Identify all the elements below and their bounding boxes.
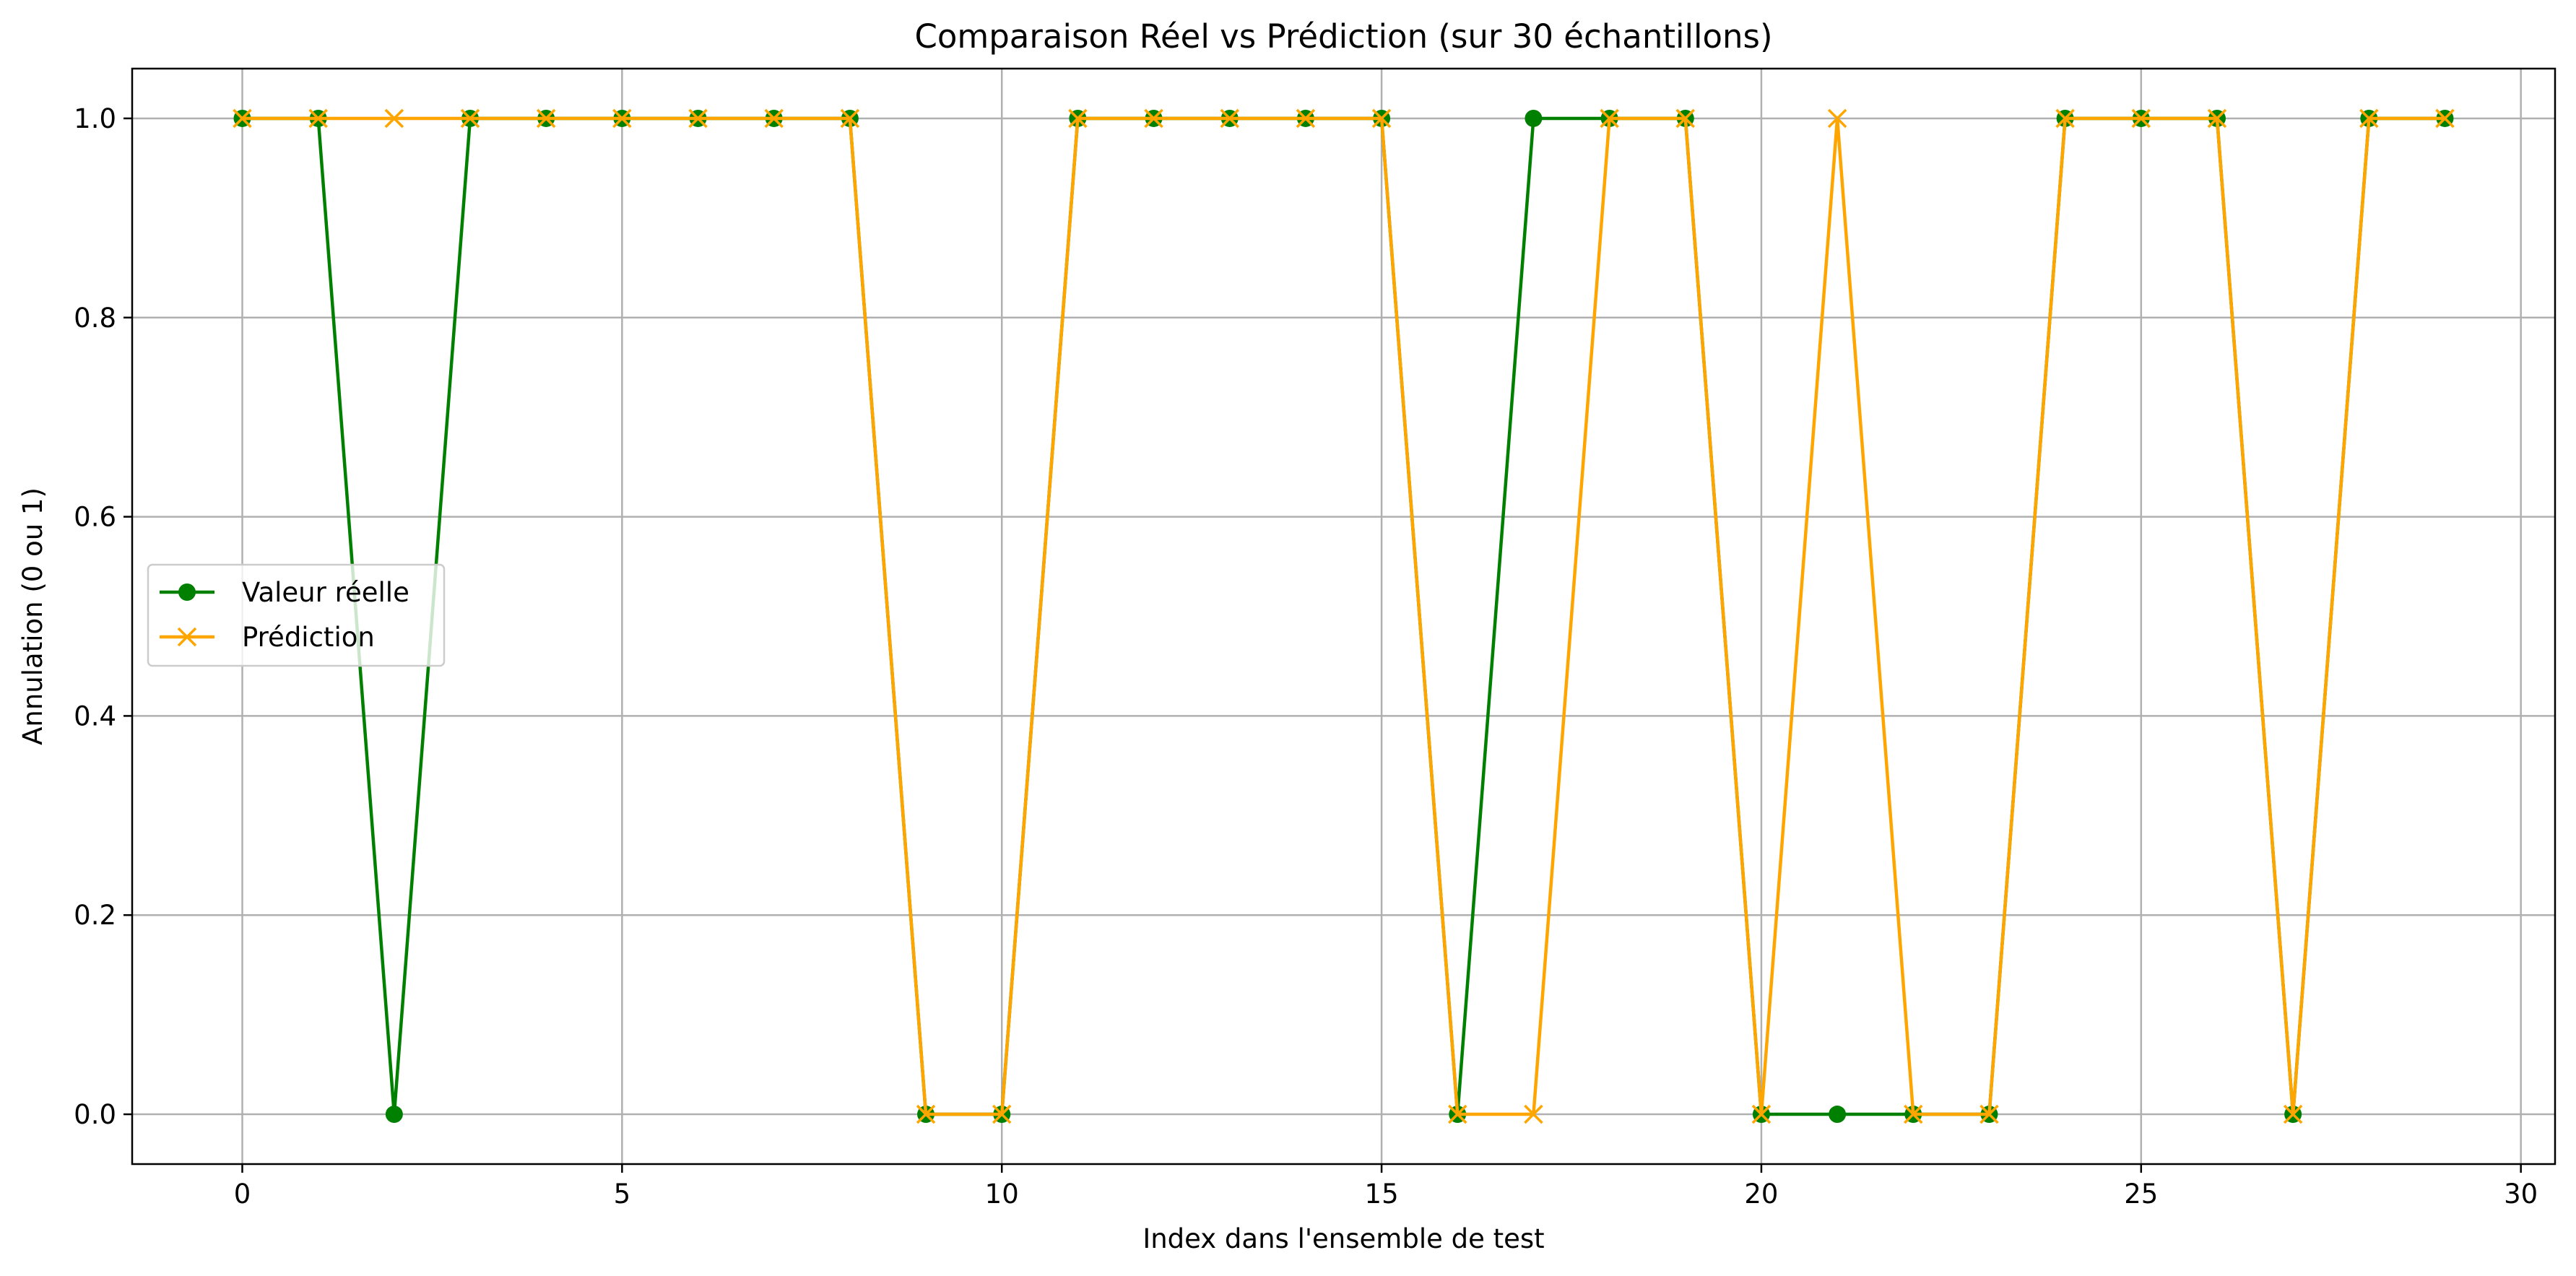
plot-frame: [131, 67, 2557, 1166]
point-marker: [1751, 1104, 1771, 1124]
x-tick-label: 5: [614, 1179, 631, 1210]
point-marker: [1904, 1104, 1923, 1124]
marker-stroke: [2207, 108, 2227, 129]
point-marker: [1371, 108, 1392, 129]
y-tick-label: 0.2: [74, 900, 116, 931]
x-tick-label: 15: [1365, 1179, 1399, 1210]
y-tick-label: 1.0: [74, 103, 116, 134]
marker-stroke: [992, 1104, 1012, 1124]
point-marker: [1979, 1104, 1999, 1124]
legend-label: Prédiction: [242, 622, 375, 653]
marker-stroke: [2055, 108, 2075, 129]
point-marker: [460, 108, 480, 129]
series-line: [242, 116, 2445, 1116]
legend-item: Prédiction: [160, 622, 375, 653]
x-tick-label: 10: [985, 1179, 1019, 1210]
point-marker: [178, 583, 196, 601]
marker-stroke: [688, 108, 708, 129]
marker-stroke: [1068, 108, 1088, 129]
point-marker: [764, 108, 784, 129]
marker-stroke: [916, 1104, 936, 1124]
marker-stroke: [764, 108, 784, 129]
marker-stroke: [1751, 1104, 1771, 1124]
x-tick-label: 20: [1744, 1179, 1778, 1210]
point-marker: [1448, 1104, 1467, 1124]
legend: Valeur réelle Prédiction: [147, 563, 446, 667]
marker-stroke: [1144, 108, 1163, 129]
point-marker: [536, 108, 556, 129]
point-marker: [1600, 108, 1619, 129]
legend-label: Valeur réelle: [242, 577, 409, 608]
y-tick-label: 0.8: [74, 303, 116, 334]
chart-title: Comparaison Réel vs Prédiction (sur 30 é…: [914, 17, 1772, 56]
marker-stroke: [2435, 108, 2455, 129]
marker-stroke: [1675, 108, 1696, 129]
point-marker: [308, 108, 328, 129]
series-line: [242, 116, 2445, 1116]
point-marker: [1525, 109, 1543, 127]
marker-stroke: [2359, 108, 2379, 129]
x-tick-label: 30: [2504, 1179, 2538, 1210]
point-marker: [1827, 108, 1847, 129]
series-1: [233, 108, 2455, 1124]
point-marker: [916, 1104, 936, 1124]
point-marker: [1675, 108, 1696, 129]
point-marker: [2055, 108, 2075, 129]
point-marker: [177, 627, 197, 647]
series-layer: [233, 108, 2455, 1124]
x-tick-label: 0: [234, 1179, 251, 1210]
marker-stroke: [2131, 108, 2151, 129]
marker-stroke: [384, 108, 404, 129]
point-marker: [1524, 1104, 1543, 1124]
point-marker: [2435, 108, 2455, 129]
marker-stroke: [1220, 108, 1239, 129]
series-0: [233, 109, 2454, 1124]
point-marker: [992, 1104, 1012, 1124]
y-axis-label: Annulation (0 ou 1): [17, 487, 48, 745]
point-marker: [1296, 108, 1316, 129]
marker-stroke: [1904, 1104, 1923, 1124]
x-axis-label: Index dans l'ensemble de test: [1142, 1223, 1544, 1254]
point-marker: [688, 108, 708, 129]
marker-stroke: [1827, 108, 1847, 129]
point-marker: [233, 108, 252, 129]
point-marker: [2131, 108, 2151, 129]
grid: [132, 69, 2555, 1164]
marker-stroke: [1600, 108, 1619, 129]
point-marker: [1829, 1106, 1847, 1124]
marker-stroke: [1524, 1104, 1543, 1124]
marker-stroke: [1979, 1104, 1999, 1124]
legend-item: Valeur réelle: [160, 577, 409, 608]
marker-stroke: [1371, 108, 1392, 129]
x-tick-label: 25: [2124, 1179, 2158, 1210]
axis-ticks: 0 5 10 15 20 25 30 0.0 0.2 0.4 0.6 0.8 1.0: [74, 103, 2538, 1210]
point-marker: [2207, 108, 2227, 129]
point-marker: [384, 108, 404, 129]
marker-stroke: [233, 108, 252, 129]
y-tick-label: 0.6: [74, 502, 116, 533]
point-marker: [840, 108, 860, 129]
legend-box: [147, 563, 446, 667]
marker-stroke: [460, 108, 480, 129]
marker-stroke: [177, 627, 197, 647]
point-marker: [1068, 108, 1088, 129]
point-marker: [2283, 1104, 2303, 1124]
point-marker: [385, 1106, 403, 1124]
marker-stroke: [1448, 1104, 1467, 1124]
point-marker: [2359, 108, 2379, 129]
point-marker: [1144, 108, 1163, 129]
y-tick-label: 0.4: [74, 700, 116, 732]
point-marker: [612, 108, 632, 129]
marker-stroke: [536, 108, 556, 129]
marker-stroke: [308, 108, 328, 129]
marker-stroke: [840, 108, 860, 129]
point-marker: [1220, 108, 1239, 129]
marker-stroke: [2283, 1104, 2303, 1124]
y-tick-label: 0.0: [74, 1099, 116, 1130]
marker-stroke: [612, 108, 632, 129]
marker-stroke: [1296, 108, 1316, 129]
